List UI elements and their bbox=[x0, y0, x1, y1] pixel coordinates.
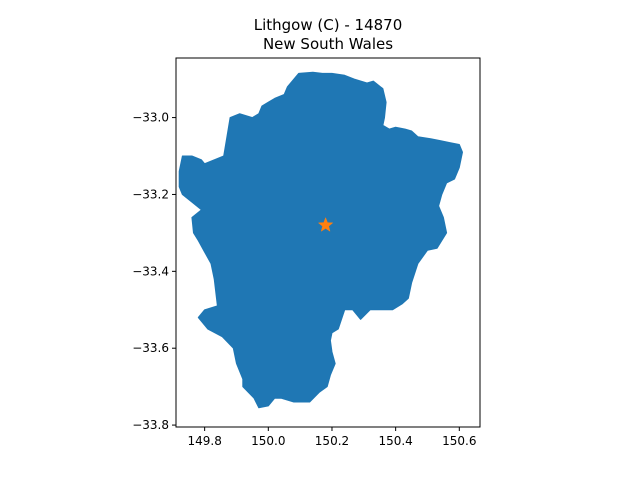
y-tick-label: −33.8 bbox=[132, 418, 169, 432]
region-layer bbox=[178, 71, 463, 409]
y-tick-label: −33.2 bbox=[132, 187, 169, 201]
x-axis: 149.8 150.0 150.2 150.4 150.6 bbox=[187, 427, 476, 448]
axes-frame bbox=[175, 57, 481, 428]
y-axis: −33.0 −33.2 −33.4 −33.6 −33.8 bbox=[132, 111, 176, 432]
centroid-star-marker bbox=[317, 217, 334, 232]
y-tick-label: −33.6 bbox=[132, 341, 169, 355]
marker-layer bbox=[317, 217, 334, 232]
x-tick-label: 150.2 bbox=[315, 434, 349, 448]
chart-title-line1: Lithgow (C) - 14870 bbox=[253, 16, 403, 34]
chart-title: Lithgow (C) - 14870 New South Wales bbox=[0, 16, 640, 54]
x-tick-label: 150.6 bbox=[442, 434, 476, 448]
chart-title-line2: New South Wales bbox=[262, 35, 394, 53]
y-tick-label: −33.0 bbox=[132, 111, 169, 125]
y-tick-label: −33.4 bbox=[132, 264, 169, 278]
x-tick-label: 149.8 bbox=[187, 434, 221, 448]
lga-region-polygon bbox=[178, 71, 463, 409]
x-tick-label: 150.4 bbox=[378, 434, 412, 448]
x-tick-label: 150.0 bbox=[251, 434, 285, 448]
